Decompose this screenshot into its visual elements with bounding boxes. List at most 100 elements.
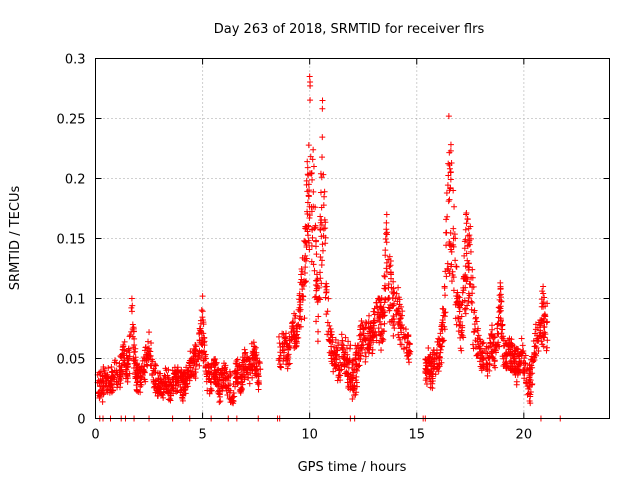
data-point: [283, 355, 290, 362]
data-point: [290, 318, 297, 325]
data-point: [286, 360, 293, 367]
data-point: [212, 361, 219, 368]
data-point: [335, 374, 342, 381]
data-point: [204, 361, 211, 368]
data-point: [318, 222, 325, 229]
data-point: [304, 171, 311, 178]
data-point: [305, 232, 312, 239]
data-point: [168, 381, 175, 388]
data-point: [293, 331, 300, 338]
y-axis-label: SRMTID / TECUs: [8, 186, 23, 291]
data-point: [534, 335, 541, 342]
data-point: [406, 348, 413, 355]
data-point: [463, 274, 470, 281]
data-point: [217, 369, 224, 376]
data-point: [353, 379, 360, 386]
data-point: [462, 310, 469, 317]
data-point: [184, 380, 191, 387]
data-point: [349, 369, 356, 376]
data-point: [497, 291, 504, 298]
data-point: [445, 266, 452, 273]
data-point: [340, 349, 347, 356]
data-point: [501, 361, 508, 368]
data-point: [427, 378, 434, 385]
data-point: [250, 343, 257, 350]
data-point: [310, 188, 317, 195]
data-point: [472, 315, 479, 322]
data-point: [431, 360, 438, 367]
data-point: [158, 390, 165, 397]
data-point: [525, 382, 532, 389]
data-point: [192, 375, 199, 382]
data-point: [464, 216, 471, 223]
data-point: [128, 308, 135, 315]
data-point: [406, 341, 413, 348]
data-point: [378, 347, 385, 354]
data-point: [314, 338, 321, 345]
data-point: [145, 338, 152, 345]
data-point: [513, 381, 520, 388]
data-point: [491, 358, 498, 365]
data-point: [323, 311, 330, 318]
data-point: [284, 365, 291, 372]
data-point: [540, 324, 547, 331]
data-point: [539, 300, 546, 307]
data-point: [211, 374, 218, 381]
data-point: [216, 391, 223, 398]
data-point: [450, 225, 457, 232]
data-point: [390, 332, 397, 339]
data-point: [284, 352, 291, 359]
data-point: [188, 355, 195, 362]
data-point: [541, 334, 548, 341]
data-point: [216, 399, 223, 406]
data-point: [386, 253, 393, 260]
data-point: [472, 337, 479, 344]
data-point: [381, 328, 388, 335]
data-point: [212, 355, 219, 362]
data-point: [214, 376, 221, 383]
data-point: [202, 351, 209, 358]
data-point: [463, 211, 470, 218]
data-point: [342, 334, 349, 341]
data-point: [307, 97, 314, 104]
data-point: [346, 345, 353, 352]
data-point: [305, 192, 312, 199]
data-point: [221, 367, 227, 374]
data-point: [317, 269, 324, 276]
data-point: [331, 356, 338, 363]
data-point: [461, 245, 468, 252]
data-point: [298, 271, 305, 278]
data-point: [381, 320, 388, 327]
data-point: [390, 322, 397, 329]
data-point: [446, 270, 453, 277]
data-point: [395, 284, 402, 291]
data-point: [391, 315, 398, 322]
data-point: [437, 343, 444, 350]
data-point: [508, 367, 515, 374]
data-point: [494, 325, 501, 332]
data-point: [364, 341, 371, 348]
data-point: [540, 316, 547, 323]
data-point: [540, 283, 547, 290]
data-point: [359, 321, 366, 328]
data-point: [304, 228, 311, 235]
data-point: [137, 379, 144, 386]
data-point: [373, 299, 380, 306]
data-point: [99, 385, 106, 392]
data-point: [469, 299, 476, 306]
data-point: [240, 365, 247, 372]
data-point: [317, 296, 324, 303]
data-point: [225, 385, 232, 392]
data-point: [152, 380, 159, 387]
data-point: [458, 313, 465, 320]
data-point: [381, 299, 388, 306]
data-point: [313, 277, 320, 284]
data-point: [282, 335, 289, 342]
data-point: [385, 284, 392, 291]
data-point: [469, 266, 476, 273]
data-point: [252, 367, 259, 374]
data-point: [313, 271, 320, 278]
data-point: [542, 331, 549, 338]
data-point: [383, 259, 390, 266]
